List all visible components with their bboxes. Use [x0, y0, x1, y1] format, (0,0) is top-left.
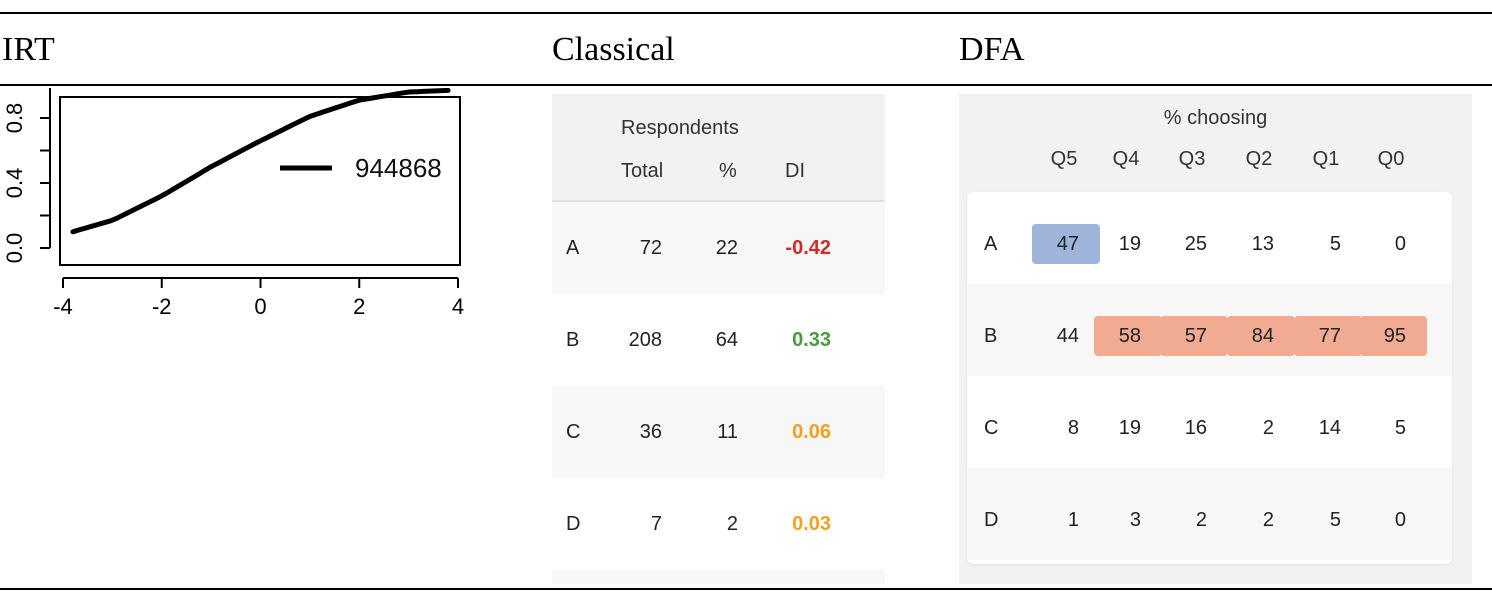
x-axis: -4 -2 0 2 4 — [53, 277, 464, 319]
classical-cell-di: 0.33 — [792, 329, 831, 351]
dfa-cell-q0: 5 — [1394, 417, 1406, 439]
dfa-cell-q3: 16 — [1184, 417, 1207, 439]
dfa-cell-q1: 14 — [1318, 417, 1341, 439]
dfa-highlight-cell — [1359, 316, 1427, 356]
dfa-cell-q0: 95 — [1383, 325, 1406, 347]
classical-cell-di: 0.03 — [792, 513, 831, 535]
classical-row-d: D 7 2 0.03 — [552, 478, 885, 570]
classical-cell-total: 36 — [639, 421, 662, 443]
classical-cell-pct: 22 — [715, 237, 738, 259]
dfa-option-label: D — [984, 509, 999, 531]
dfa-cell-q4: 3 — [1129, 509, 1141, 531]
dfa-col-header-q4: Q4 — [1112, 148, 1140, 170]
classical-row-b: B 208 64 0.33 — [552, 294, 885, 386]
dfa-row-a: A 47 19 25 13 5 0 — [967, 192, 1452, 284]
dfa-cell-q3: 25 — [1184, 233, 1207, 255]
dfa-highlight-cell — [1294, 316, 1362, 356]
dfa-cell-q5: 8 — [1067, 417, 1079, 439]
dfa-cell-q3: 2 — [1195, 509, 1207, 531]
classical-cell-total: 208 — [628, 329, 662, 351]
dfa-option-label: A — [984, 233, 998, 255]
x-tick-label: -4 — [53, 294, 73, 319]
dfa-cell-q4: 19 — [1118, 233, 1141, 255]
dfa-cell-q5: 1 — [1067, 509, 1079, 531]
y-axis: 0.0 0.4 0.8 — [2, 88, 51, 264]
classical-cell-pct: 2 — [726, 513, 738, 535]
dfa-cell-q2: 13 — [1251, 233, 1274, 255]
dfa-highlight-cell — [1032, 224, 1100, 264]
dfa-col-header-q0: Q0 — [1377, 148, 1405, 170]
dfa-cell-q1: 77 — [1318, 325, 1341, 347]
classical-cell-option: D — [566, 513, 581, 535]
irt-chart: -4 -2 0 2 4 0.0 0.4 0.8 944868 — [2, 88, 464, 319]
dfa-highlight-cell — [1094, 316, 1162, 356]
dfa-cell-q4: 58 — [1118, 325, 1141, 347]
dfa-col-header-q1: Q1 — [1312, 148, 1340, 170]
x-tick-label: 0 — [254, 294, 266, 319]
col-di-header: DI — [785, 160, 805, 182]
classical-row-a: A 72 22 -0.42 — [552, 202, 885, 294]
x-tick-label: 4 — [452, 294, 464, 319]
classical-cell-total: 72 — [639, 237, 662, 259]
y-tick-label: 0.0 — [2, 233, 27, 264]
dfa-cell-q2: 2 — [1262, 509, 1274, 531]
dfa-cell-q4: 19 — [1118, 417, 1141, 439]
bottom-rule — [0, 588, 1492, 590]
plot-box — [59, 96, 461, 266]
classical-row-c: C 36 11 0.06 — [552, 386, 885, 478]
dfa-card: A 47 19 25 13 5 0 B 44 58 57 84 77 95 C 8 19 16 2 14 5 D 1 3 2 2 5… — [967, 192, 1452, 564]
dfa-highlight-cell — [1160, 316, 1228, 356]
dfa-cell-q2: 2 — [1262, 417, 1274, 439]
dfa-row-b: B 44 58 57 84 77 95 — [967, 284, 1452, 376]
dfa-option-label: C — [984, 417, 999, 439]
classical-header: Respondents Total % DI — [552, 94, 885, 202]
dfa-cell-q3: 57 — [1184, 325, 1207, 347]
dfa-cell-q5: 47 — [1056, 233, 1079, 255]
y-tick-label: 0.8 — [2, 103, 27, 134]
classical-cell-total: 7 — [650, 513, 662, 535]
classical-cell-pct: 11 — [717, 421, 738, 443]
dfa-cell-q0: 0 — [1394, 233, 1406, 255]
x-tick-label: -2 — [152, 294, 172, 319]
dfa-row-d: D 1 3 2 2 5 0 — [967, 468, 1452, 560]
header-rule — [0, 84, 1492, 86]
classical-table: Respondents Total % DI A 72 22 -0.42 B 208 64 0… — [552, 94, 885, 584]
col-pct-header: % — [719, 160, 737, 182]
top-rule — [0, 12, 1492, 14]
dfa-cell-q1: 5 — [1329, 233, 1341, 255]
col-total-header: Total — [621, 160, 664, 182]
dfa-table: % choosing Q5 Q4 Q3 Q2 Q1 Q0 A 47 19 25 13 5 0 B 44 58… — [959, 94, 1472, 584]
classical-cell-di: 0.06 — [792, 421, 831, 443]
series-line-944868 — [70, 88, 451, 235]
classical-cell-di: -0.42 — [785, 237, 831, 259]
dfa-cell-q2: 84 — [1251, 325, 1274, 347]
classical-cell-option: B — [566, 329, 580, 351]
dfa-cell-q5: 44 — [1056, 325, 1079, 347]
pct-choosing-header: % choosing — [1163, 107, 1268, 129]
dfa-highlight-cell — [1227, 316, 1295, 356]
classical-cell-option: A — [566, 237, 580, 259]
dfa-col-header-q5: Q5 — [1050, 148, 1078, 170]
dfa-cell-q1: 5 — [1329, 509, 1341, 531]
y-tick-label: 0.4 — [2, 168, 27, 199]
classical-cell-pct: 64 — [715, 329, 738, 351]
dfa-row-c: C 8 19 16 2 14 5 — [967, 376, 1452, 468]
x-tick-label: 2 — [353, 294, 365, 319]
dfa-col-header-q2: Q2 — [1245, 148, 1273, 170]
dfa-cell-q0: 0 — [1394, 509, 1406, 531]
respondents-header: Respondents — [621, 117, 739, 139]
dfa-section-title: DFA — [959, 31, 1025, 68]
dfa-option-label: B — [984, 325, 998, 347]
dfa-col-header-q3: Q3 — [1178, 148, 1206, 170]
irt-section-title: IRT — [2, 31, 55, 68]
legend-label: 944868 — [355, 153, 442, 183]
classical-section-title: Classical — [552, 31, 675, 68]
classical-cell-option: C — [566, 421, 581, 443]
